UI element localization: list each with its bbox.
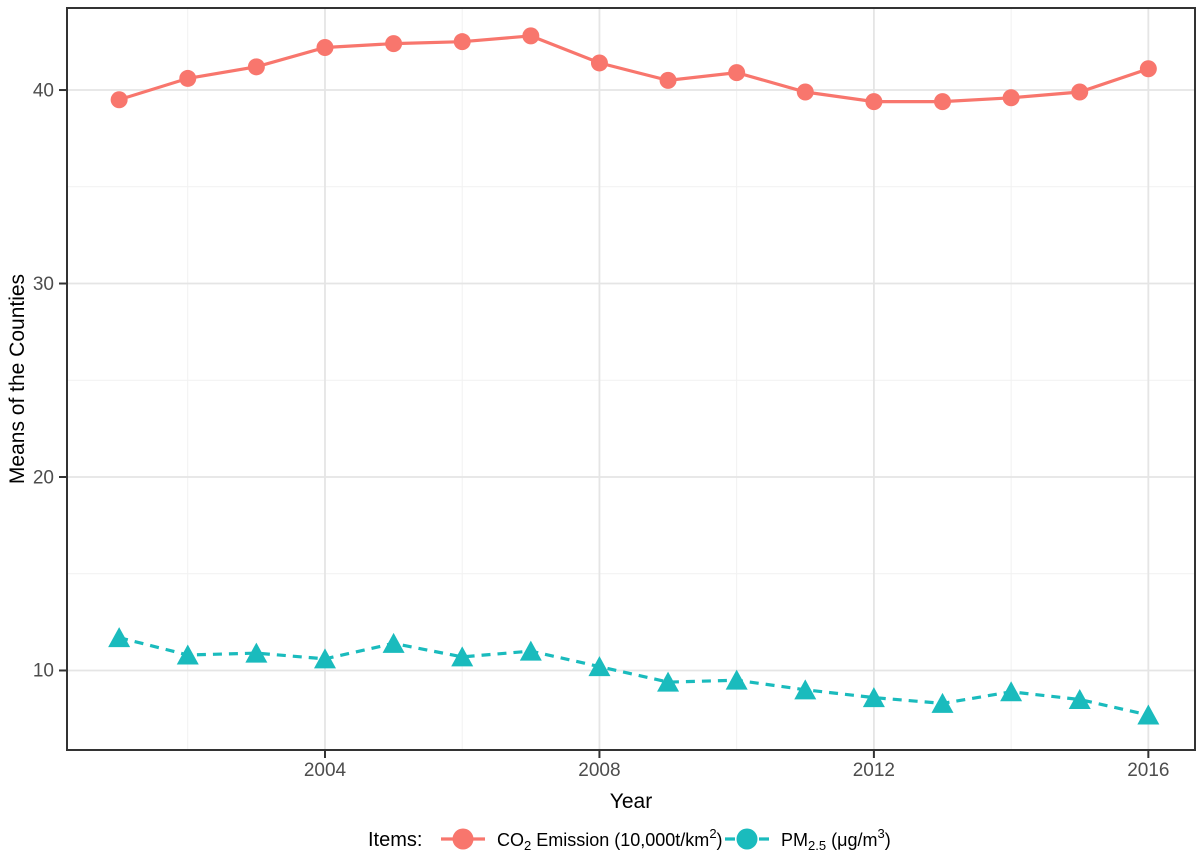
pm25-marker: [1000, 681, 1023, 702]
co2-emission-marker: [1002, 89, 1020, 107]
pm25-marker: [657, 671, 680, 692]
legend-item-label-pm25: PM2.5 (μg/m3): [781, 826, 891, 853]
panel-border: [66, 7, 1196, 751]
legend: Items: CO2 Emission (10,000t/km2) PM2.5 (μ…: [368, 826, 891, 853]
pm25-marker: [245, 642, 268, 663]
pm25-marker: [1137, 704, 1160, 725]
y-axis-title: Means of the Counties: [6, 274, 29, 484]
pm25-marker: [794, 679, 817, 700]
legend-item-label-co2-emission: CO2 Emission (10,000t/km2): [497, 826, 723, 853]
y-tick-label: 20: [33, 467, 54, 488]
pm25-marker: [519, 640, 542, 661]
pm25-marker: [382, 632, 405, 653]
co2-emission-marker: [796, 83, 814, 101]
pm25-marker: [108, 627, 131, 648]
x-tick-label: 2012: [853, 760, 895, 781]
plot-panel: [67, 8, 1195, 750]
x-tick-label: 2008: [578, 760, 620, 781]
y-tick-label: 40: [33, 80, 54, 101]
x-tick-label: 2004: [304, 760, 347, 781]
pm25-marker: [931, 692, 954, 713]
co2-emission-marker: [247, 58, 265, 76]
co2-emission-marker: [659, 71, 677, 89]
co2-emission-marker: [590, 54, 608, 72]
co2-emission-marker: [865, 93, 883, 111]
co2-emission-marker: [728, 64, 746, 82]
y-tick-label: 10: [33, 661, 54, 682]
pm25-marker: [725, 669, 748, 690]
series-pm25: [108, 627, 1160, 725]
pm25-line: [118, 636, 1149, 717]
gridlines: [67, 8, 1195, 750]
co2-emission-marker: [316, 38, 334, 56]
co2-emission-marker: [1139, 60, 1157, 78]
co2-emission-marker: [453, 33, 471, 51]
pm25-marker: [176, 644, 199, 665]
co2-emission-marker: [179, 69, 197, 87]
legend-key-marker-co2-emission: [452, 828, 474, 850]
legend-title: Items:: [368, 829, 422, 851]
co2-emission-marker: [1071, 83, 1089, 101]
x-tick-label: 2016: [1127, 760, 1169, 781]
legend-key-marker-pm25: [736, 828, 758, 850]
co2-emission-marker: [385, 35, 403, 53]
axes: 10 20 30 40 2004 2008 2012 2016: [33, 80, 1170, 781]
x-axis-title: Year: [610, 790, 652, 813]
co2-emission-marker: [934, 93, 952, 111]
pm25-marker: [588, 656, 611, 677]
y-tick-label: 30: [33, 274, 54, 295]
pm25-marker: [313, 648, 336, 669]
co2-emission-marker: [522, 27, 540, 45]
pm25-marker: [1068, 689, 1091, 710]
co2-emission-marker: [110, 91, 128, 109]
pm25-marker: [862, 687, 885, 708]
series-co2-emission: [110, 27, 1157, 111]
co2-emission-line: [118, 34, 1149, 104]
pm25-marker: [451, 646, 474, 667]
